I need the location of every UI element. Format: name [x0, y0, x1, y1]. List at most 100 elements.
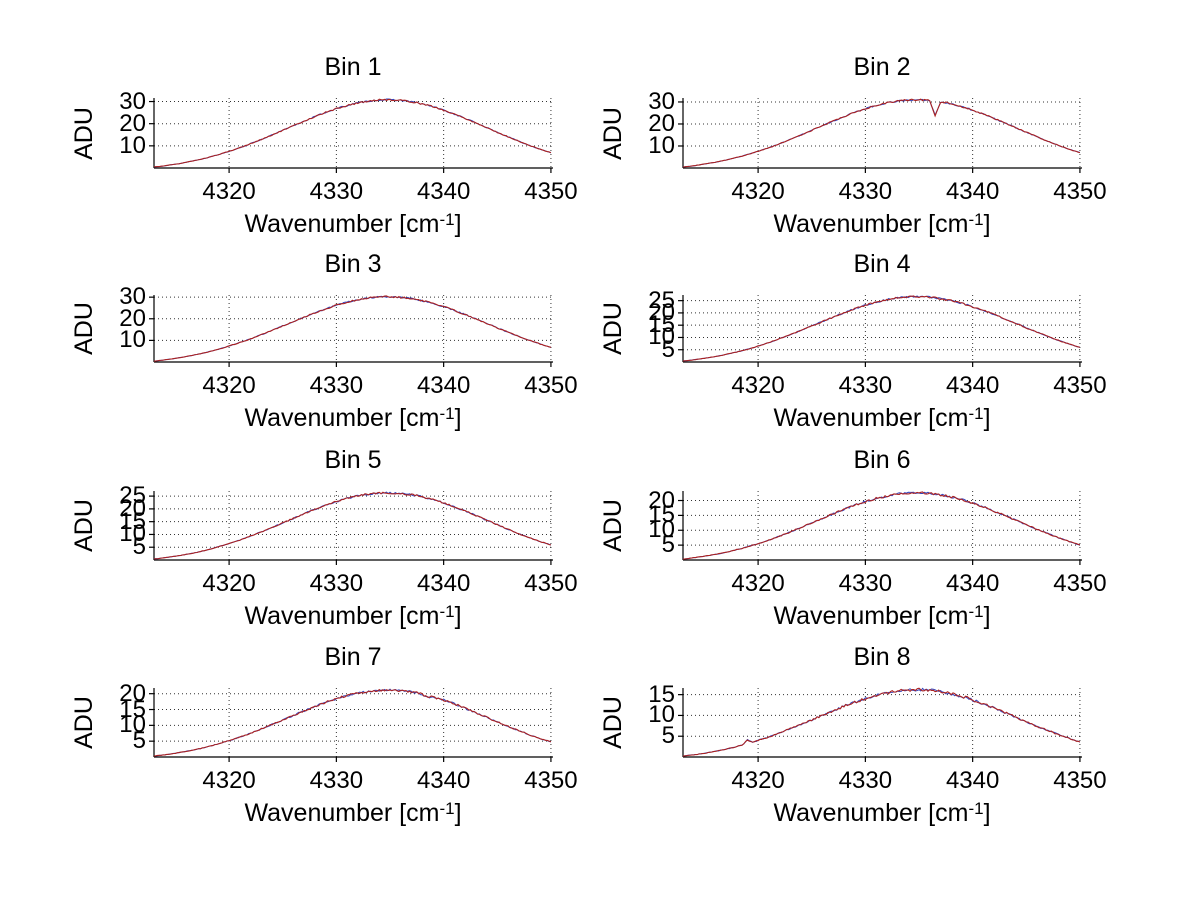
spectrum-line: [682, 491, 1081, 560]
x-axis-label-base: Wavenumber [cm: [773, 404, 969, 432]
x-tick-label: 4330: [309, 372, 364, 399]
axes-spines: [678, 688, 1082, 762]
x-tick-label: 4330: [838, 570, 893, 597]
x-tick-label: 4320: [202, 178, 256, 205]
subplot-title: Bin 3: [324, 250, 382, 278]
x-axis-label-superscript: -1: [968, 602, 984, 621]
x-tick-label: 4350: [524, 372, 578, 399]
x-tick-label: 4350: [524, 570, 578, 597]
x-tick-label: 4350: [1053, 570, 1107, 597]
spectrum-line: [682, 687, 1081, 757]
x-tick-label: 4340: [416, 178, 471, 205]
x-axis-label: Wavenumber [cm-1]: [683, 404, 1081, 433]
y-tick-label: 5: [661, 335, 675, 363]
x-axis-label-superscript: -1: [439, 602, 455, 621]
y-tick-label: 10: [648, 701, 675, 729]
gridlines: [683, 688, 1081, 757]
gridlines: [154, 295, 552, 362]
plot-area: [678, 491, 1082, 565]
axes-spines: [678, 491, 1082, 565]
plot-area: [149, 491, 553, 565]
subplot-title: Bin 2: [853, 53, 911, 81]
spectrum-line: [153, 491, 552, 560]
x-axis-label-base: Wavenumber [cm: [773, 210, 969, 238]
axes-spines: [678, 98, 1082, 173]
x-axis-label-superscript: -1: [439, 799, 455, 818]
x-axis-label: Wavenumber [cm-1]: [154, 210, 552, 239]
x-tick-label: 4330: [838, 767, 893, 794]
y-tick-label: 30: [648, 87, 675, 115]
x-tick-label: 4320: [731, 767, 785, 794]
y-tick-label: 10: [119, 520, 146, 548]
subplot-title: Bin 4: [853, 250, 911, 278]
x-axis-label-superscript: -1: [968, 799, 984, 818]
x-tick-label: 4350: [1053, 372, 1107, 399]
spectrum-line-underlay: [153, 295, 552, 362]
y-tick-label: 5: [661, 722, 675, 750]
x-tick-label: 4340: [945, 767, 1000, 794]
spectrum-line: [153, 295, 552, 362]
spectrum-line-underlay: [682, 295, 1081, 362]
y-tick-label: 10: [119, 326, 146, 354]
subplot-title: Bin 7: [324, 643, 382, 671]
subplot-title: Bin 1: [324, 53, 382, 81]
x-axis-label-base: Wavenumber [cm: [244, 210, 440, 238]
spectrum-line: [153, 688, 552, 757]
plot-area: [149, 688, 553, 762]
x-axis-label-end: ]: [454, 602, 462, 630]
x-axis-label: Wavenumber [cm-1]: [154, 404, 552, 433]
y-tick-label: 15: [648, 680, 675, 708]
x-tick-label: 4350: [1053, 767, 1107, 794]
x-tick-label: 4330: [309, 767, 364, 794]
x-tick-label: 4340: [945, 372, 1000, 399]
spectrum-line: [153, 98, 552, 168]
x-axis-label: Wavenumber [cm-1]: [683, 210, 1081, 239]
spectrum-line-underlay: [682, 687, 1081, 757]
x-axis-label: Wavenumber [cm-1]: [683, 799, 1081, 828]
y-tick-label: 15: [648, 501, 675, 529]
y-tick-label: 25: [119, 482, 146, 510]
plot-area: [149, 295, 553, 367]
x-axis-label: Wavenumber [cm-1]: [154, 602, 552, 631]
subplot-title: Bin 6: [853, 446, 911, 474]
plot-area: [149, 98, 553, 173]
x-tick-label: 4320: [731, 178, 785, 205]
spectrum-line-underlay: [153, 491, 552, 560]
y-tick-label: 10: [119, 711, 146, 739]
y-tick-label: 10: [648, 323, 675, 351]
y-tick-label: 10: [119, 131, 146, 159]
x-tick-label: 4340: [416, 767, 471, 794]
x-tick-label: 4320: [202, 767, 256, 794]
gridlines: [154, 688, 552, 757]
x-tick-label: 4350: [524, 178, 578, 205]
x-axis-label-end: ]: [983, 602, 991, 630]
axes-spines: [149, 491, 553, 565]
x-axis-label-base: Wavenumber [cm: [773, 799, 969, 827]
y-tick-label: 20: [648, 298, 675, 326]
x-axis-label-superscript: -1: [968, 404, 984, 423]
x-tick-label: 4340: [945, 178, 1000, 205]
spectrum-line: [682, 98, 1081, 168]
y-tick-label: 10: [648, 516, 675, 544]
x-tick-label: 4330: [838, 372, 893, 399]
spectrum-line-underlay: [153, 688, 551, 757]
x-tick-label: 4320: [202, 372, 256, 399]
x-axis-label-superscript: -1: [439, 210, 455, 229]
x-axis-label: Wavenumber [cm-1]: [154, 799, 552, 828]
gridlines: [683, 295, 1081, 362]
x-tick-label: 4340: [416, 570, 471, 597]
spectrum-line: [682, 295, 1081, 362]
axes-spines: [678, 295, 1082, 367]
plot-area: [678, 98, 1082, 173]
x-tick-label: 4330: [838, 178, 893, 205]
axes-spines: [149, 295, 553, 367]
spectrum-line-underlay: [682, 98, 1081, 168]
gridlines: [154, 98, 552, 168]
y-tick-label: 25: [648, 286, 675, 314]
y-tick-label: 20: [119, 109, 146, 137]
x-axis-label-base: Wavenumber [cm: [244, 404, 440, 432]
axes-spines: [149, 98, 553, 173]
plot-area: [678, 687, 1082, 762]
y-tick-label: 5: [661, 531, 675, 559]
x-tick-label: 4350: [1053, 178, 1107, 205]
